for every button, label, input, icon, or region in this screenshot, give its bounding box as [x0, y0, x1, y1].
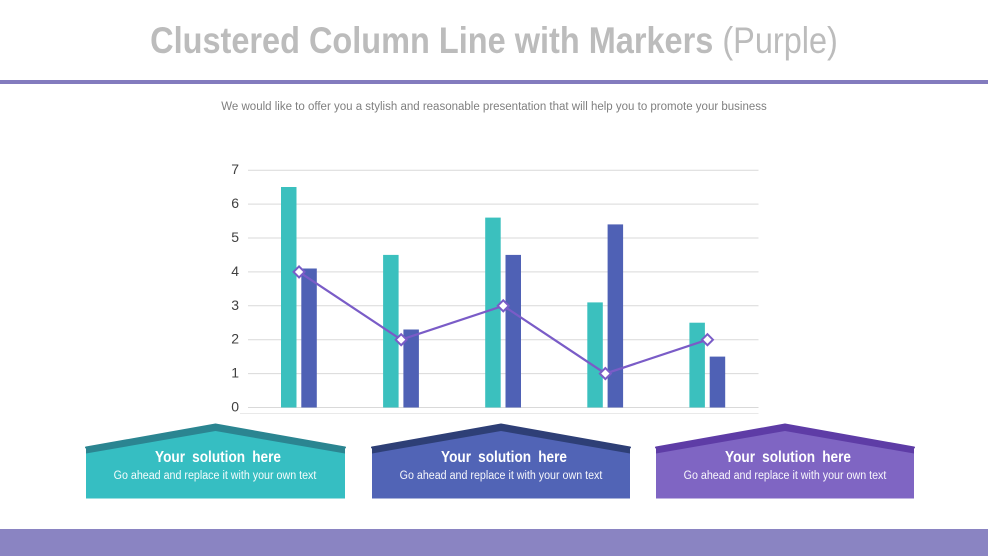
svg-text:5: 5 — [231, 229, 239, 245]
svg-text:1: 1 — [231, 365, 239, 381]
svg-text:3: 3 — [231, 297, 239, 313]
svg-text:2: 2 — [231, 331, 239, 347]
svg-text:6: 6 — [231, 195, 239, 211]
svg-text:7: 7 — [231, 161, 239, 177]
svg-text:4: 4 — [231, 263, 239, 279]
svg-text:0: 0 — [231, 399, 239, 415]
